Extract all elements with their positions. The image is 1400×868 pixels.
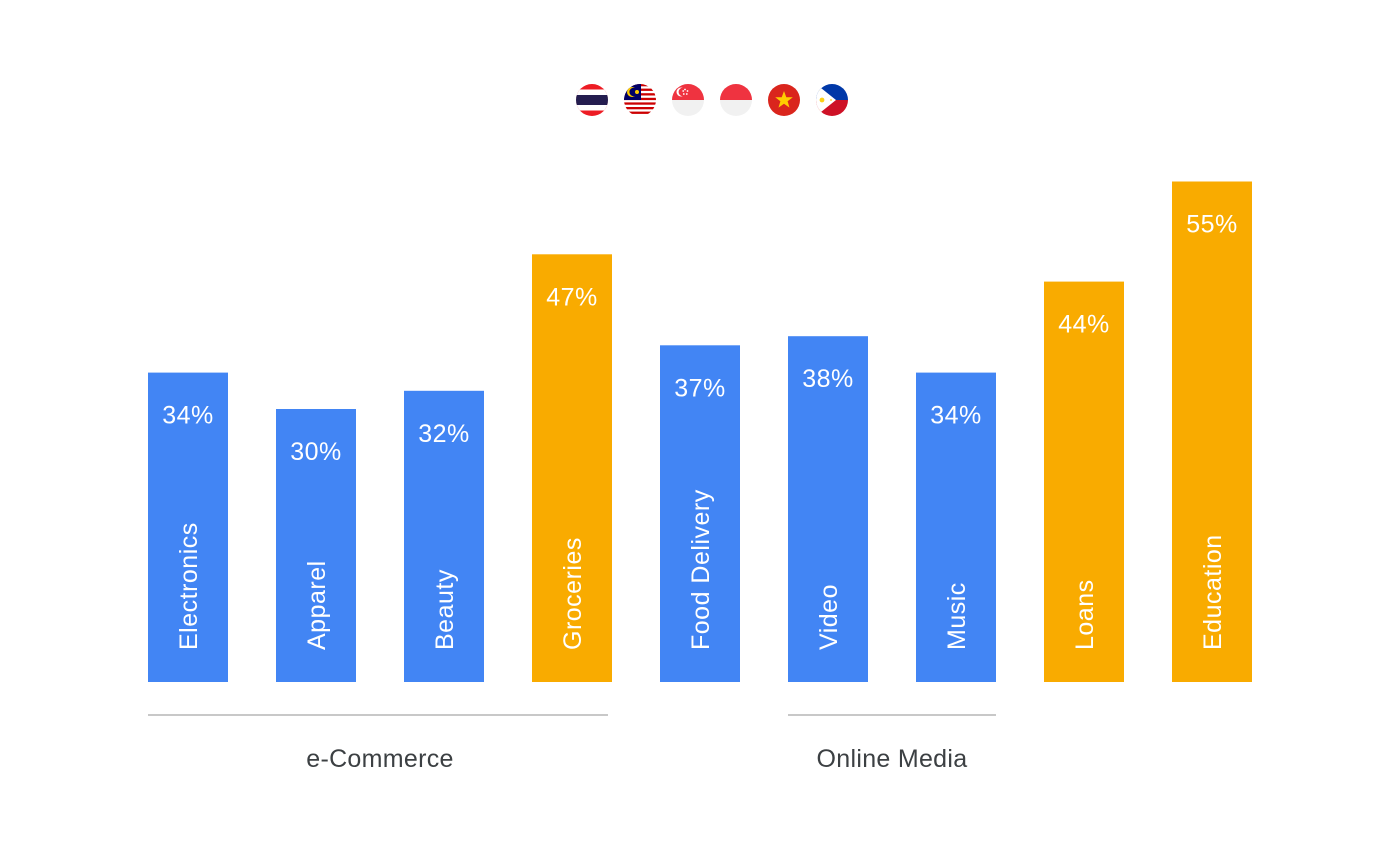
value-label-apparel: 30% <box>290 438 342 466</box>
group-label-e-commerce: e-Commerce <box>306 745 453 773</box>
value-label-beauty: 32% <box>418 420 470 448</box>
value-label-video: 38% <box>802 365 854 393</box>
category-label-video: Video <box>815 584 843 650</box>
bar-beauty <box>404 390 484 682</box>
category-label-food-delivery: Food Delivery <box>687 489 715 650</box>
bar-video <box>788 336 868 682</box>
bar-food-delivery <box>660 345 740 682</box>
category-label-loans: Loans <box>1071 579 1099 650</box>
value-label-loans: 44% <box>1058 311 1110 339</box>
bar-education <box>1172 181 1252 682</box>
bar-groceries <box>532 254 612 683</box>
category-label-education: Education <box>1199 534 1227 650</box>
category-label-groceries: Groceries <box>559 537 587 650</box>
bar-apparel <box>276 409 356 682</box>
bar-loans <box>1044 281 1124 682</box>
value-label-education: 55% <box>1186 211 1238 239</box>
bar-electronics <box>148 372 228 682</box>
category-label-electronics: Electronics <box>175 522 203 650</box>
group-label-online-media: Online Media <box>817 745 968 773</box>
value-label-electronics: 34% <box>162 402 214 430</box>
category-label-apparel: Apparel <box>303 560 331 650</box>
value-label-groceries: 47% <box>546 283 598 311</box>
bar-music <box>916 372 996 682</box>
value-label-music: 34% <box>930 402 982 430</box>
value-label-food-delivery: 37% <box>674 374 726 402</box>
category-label-music: Music <box>943 582 971 650</box>
category-label-beauty: Beauty <box>431 569 459 650</box>
